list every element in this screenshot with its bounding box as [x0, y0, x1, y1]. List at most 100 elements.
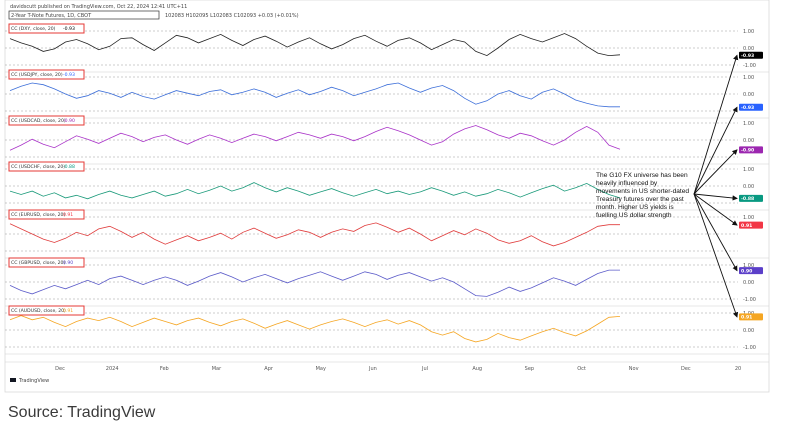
legend-highlight-box — [8, 69, 85, 80]
annotation-arrow — [693, 106, 738, 195]
annotation-arrow — [693, 149, 738, 195]
x-tick-label: Nov — [629, 366, 639, 372]
indicator-legend[interactable]: CC (EURUSD, close, 20)0.91 — [8, 209, 85, 220]
symbol-box — [8, 10, 160, 20]
annotation-line: heavily influenced by — [596, 180, 658, 187]
x-tick-label: Sep — [525, 366, 534, 372]
series-line — [9, 269, 620, 297]
panel-0: 1.00 0.00 -1.00 CC (DXY, close, 20) -0.93 -0.… — [5, 23, 769, 73]
annotation-arrow — [693, 193, 738, 272]
axis-tick-label: 0.00 — [743, 328, 754, 334]
annotation-line: movements in US shorter-dated — [596, 188, 689, 195]
value-badge: -0.93 — [739, 103, 763, 111]
indicator-label: CC (AUDUSD, close, 20) — [11, 308, 66, 314]
legend-highlight-box — [8, 161, 85, 172]
indicator-value: -0.93 — [63, 72, 75, 78]
value-badge: 0.90 — [739, 267, 763, 274]
indicator-label: CC (USDCHF, close, 20) — [11, 164, 65, 170]
x-tick-label: Mar — [212, 366, 222, 372]
value-badge-text: -0.93 — [741, 105, 754, 111]
annotation-line: fuelling US dollar strength — [596, 212, 672, 219]
indicator-legend[interactable]: CC (USDCHF, close, 20)-0.88 — [8, 161, 85, 172]
annotation-arrow — [693, 54, 739, 195]
indicator-legend[interactable]: CC (USDJPY, close, 20) -0.93 — [8, 69, 85, 80]
axis-tick-label: 1.00 — [743, 263, 754, 269]
tv-logo-icon — [10, 378, 16, 382]
symbol-title: 2-Year T-Note Futures, 1D, CBOT — [11, 13, 92, 19]
value-badge-text: 0.91 — [741, 315, 752, 321]
value-badge-bg — [739, 267, 763, 275]
series-line — [9, 315, 621, 343]
value-badge-text: -0.90 — [741, 148, 754, 154]
value-badge: 0.91 — [739, 221, 763, 229]
indicator-value: -0.93 — [63, 26, 75, 32]
value-badge: -0.90 — [739, 146, 763, 154]
axis-tick-label: 0.00 — [743, 92, 754, 98]
indicator-legend[interactable]: CC (DXY, close, 20) -0.93 — [8, 23, 85, 34]
x-tick-label: 2024 — [106, 366, 119, 372]
axis-tick-label: 1.00 — [743, 167, 754, 173]
annotation-arrow — [693, 193, 739, 318]
indicator-label: CC (USDCAD, close, 20) — [11, 118, 66, 124]
indicator-panels: 1.00 0.00 -1.00 CC (DXY, close, 20) -0.93 -0.… — [5, 23, 769, 355]
value-badge-bg — [739, 103, 763, 111]
x-axis: Dec 2024 Feb Mar Apr May Jun Jul Aug Sep Oct Nov Dec… — [5, 361, 769, 372]
x-tick-label: Aug — [472, 366, 482, 372]
indicator-legend[interactable]: CC (GBPUSD, close, 20)0.90 — [8, 257, 85, 268]
indicator-label: CC (EURUSD, close, 20) — [11, 212, 65, 218]
indicator-value: 0.91 — [63, 212, 73, 218]
legend-highlight-box — [8, 209, 85, 220]
value-badge-bg — [739, 194, 763, 202]
indicator-value: 0.90 — [63, 260, 73, 266]
axis-tick-label: 1.00 — [743, 215, 754, 221]
indicator-value: -0.90 — [63, 118, 75, 124]
indicator-legend[interactable]: CC (USDCAD, close, 20)-0.90 — [8, 115, 85, 126]
axis-tick-label: 1.00 — [743, 121, 754, 127]
x-tick-label: Feb — [160, 366, 169, 372]
series-line — [9, 125, 621, 151]
value-badge-bg — [739, 146, 763, 154]
axis-tick-label: 0.00 — [743, 280, 754, 286]
x-tick-label: Apr — [264, 366, 274, 372]
series-line — [9, 82, 620, 108]
value-badge-text: 0.91 — [741, 223, 752, 229]
x-tick-label: 20 — [735, 366, 741, 372]
annotation-arrow — [693, 193, 738, 201]
series-line — [9, 33, 621, 57]
value-badge-text: -0.93 — [741, 53, 754, 59]
x-tick-label: Oct — [577, 366, 586, 372]
ohlc-readout: 102083 H102095 L102083 C102093 +0.03 (+0… — [165, 13, 299, 19]
value-badge: -0.93 — [739, 51, 763, 59]
value-badge-bg — [739, 51, 763, 59]
axis-tick-label: 0.00 — [743, 138, 754, 144]
axis-tick-label: 1.00 — [743, 75, 754, 81]
value-badge-text: -0.88 — [741, 196, 754, 202]
value-badge-text: 0.90 — [741, 268, 752, 274]
x-tick-label: Jun — [368, 366, 377, 372]
indicator-legend[interactable]: CC (AUDUSD, close, 20)0.91 — [8, 305, 85, 316]
annotation-line: The G10 FX universe has been — [596, 172, 688, 179]
axis-tick-label: -1.00 — [743, 345, 756, 351]
axis-tick-label: -1.00 — [743, 297, 756, 303]
axis-tick-label: 1.00 — [743, 29, 754, 35]
x-tick-label: Dec — [681, 366, 691, 372]
indicator-label: CC (DXY, close, 20) — [11, 26, 56, 32]
indicator-label: CC (USDJPY, close, 20) — [11, 72, 63, 78]
series-line — [9, 222, 620, 247]
series-line — [9, 182, 621, 200]
source-caption: Source: TradingView — [8, 404, 156, 421]
tv-logo-text: TradingView — [18, 378, 49, 384]
indicator-label: CC (GBPUSD, close, 20) — [11, 260, 65, 266]
annotation-arrow — [693, 193, 738, 226]
correlation-chart: davidscutt published on TradingView.com,… — [4, 0, 770, 393]
value-badge-bg — [739, 221, 763, 229]
legend-highlight-box — [8, 305, 85, 316]
x-tick-label: Jul — [421, 366, 428, 372]
annotation-arrows — [693, 54, 739, 318]
